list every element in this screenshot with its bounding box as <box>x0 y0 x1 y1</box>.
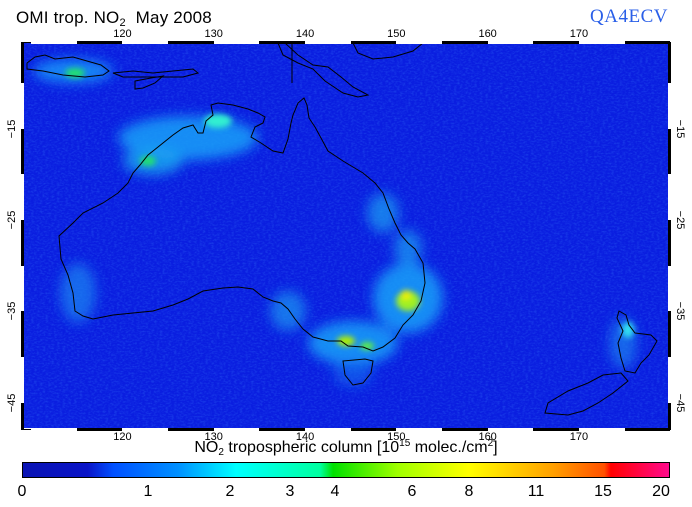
lat-tick-right: −15 <box>674 119 686 139</box>
frame-tick-segment <box>168 41 214 44</box>
frame-tick-segment <box>305 428 351 431</box>
frame-tick-segment <box>533 428 579 431</box>
frame-tick-segment <box>76 428 123 431</box>
frame-tick-segment <box>259 41 306 44</box>
frame-tick-segment <box>668 265 671 312</box>
frame-tick-segment <box>668 402 671 430</box>
lon-tick-top: 150 <box>387 28 406 40</box>
frame-tick-segment <box>624 428 670 431</box>
cb-label-sup: 15 <box>399 438 411 449</box>
lon-tick-top: 170 <box>569 28 589 40</box>
cb-label-unit: molec./cm <box>410 439 488 456</box>
colorbar-tick-label: 8 <box>464 483 474 500</box>
frame-tick-segment <box>396 428 442 431</box>
frame-tick-segment <box>21 265 24 312</box>
lon-tick-bottom: 120 <box>113 431 132 443</box>
frame-tick-segment <box>578 428 625 431</box>
lon-tick-top: 160 <box>478 28 497 40</box>
frame-tick-segment <box>578 41 625 44</box>
colorbar-tick-label: 6 <box>407 483 417 500</box>
frame-tick-segment <box>21 42 24 84</box>
frame-tick-segment <box>21 128 24 175</box>
lon-tick-top: 140 <box>295 28 315 40</box>
colorbar-tick-label: 1 <box>143 483 153 500</box>
colorbar-tick-label: 20 <box>652 483 670 500</box>
frame-tick-segment <box>213 428 260 431</box>
title-date: May 2008 <box>135 8 212 27</box>
frame-tick-segment <box>21 83 24 129</box>
frame-tick-segment <box>533 41 579 44</box>
cb-label-sub: 2 <box>218 447 224 458</box>
frame-tick-segment <box>21 356 24 403</box>
lon-tick-bottom: 150 <box>387 431 406 443</box>
lon-tick-bottom: 160 <box>478 431 497 443</box>
colorbar-tick-label: 2 <box>225 483 235 500</box>
cb-label-end: ] <box>493 439 498 456</box>
colorbar-tick-label: 3 <box>285 483 295 500</box>
lon-tick-bottom: 140 <box>295 431 315 443</box>
frame-tick-segment <box>668 174 671 221</box>
no2-map <box>22 42 670 430</box>
lon-tick-top: 130 <box>204 28 223 40</box>
frame-tick-segment <box>31 428 77 431</box>
plume-layer <box>33 59 637 387</box>
frame-tick-segment <box>76 41 123 44</box>
title-text: OMI trop. NO <box>16 8 120 27</box>
frame-tick-segment <box>668 356 671 403</box>
frame-tick-segment <box>21 311 24 357</box>
lat-tick-left: −45 <box>6 393 18 412</box>
frame-tick-segment <box>487 428 534 431</box>
coastlines <box>26 43 658 416</box>
frame-tick-segment <box>441 41 488 44</box>
lat-tick-right: −35 <box>674 301 686 321</box>
lat-tick-right: −25 <box>674 210 686 230</box>
frame-tick-segment <box>305 41 351 44</box>
cb-label-mid: tropospheric column [10 <box>223 439 400 456</box>
frame-tick-segment <box>396 41 442 44</box>
frame-tick-segment <box>668 83 671 129</box>
frame-tick-segment <box>668 220 671 266</box>
frame-tick-segment <box>259 428 306 431</box>
brand-label: QA4ECV <box>590 6 668 27</box>
frame-tick-segment <box>487 41 534 44</box>
colorbar-tick-label: 11 <box>527 483 545 500</box>
frame-tick-segment <box>21 174 24 221</box>
frame-tick-segment <box>21 220 24 266</box>
colorbar-tick-label: 4 <box>330 483 340 500</box>
lon-tick-bottom: 170 <box>569 431 589 443</box>
frame-tick-segment <box>624 41 670 44</box>
colorbar <box>22 462 670 478</box>
title-subscript: 2 <box>119 17 126 29</box>
lat-tick-left: −25 <box>6 210 18 230</box>
lat-tick-left: −15 <box>6 119 18 139</box>
colorbar-tick-label: 0 <box>17 483 27 500</box>
frame-tick-segment <box>668 311 671 357</box>
lon-tick-bottom: 130 <box>204 431 223 443</box>
plot-title: OMI trop. NO2 May 2008 <box>16 8 212 29</box>
cb-label-text: NO <box>194 439 219 456</box>
frame-tick-segment <box>668 42 671 84</box>
frame-tick-segment <box>168 428 214 431</box>
frame-tick-segment <box>31 41 77 44</box>
lat-tick-left: −35 <box>6 301 18 321</box>
frame-tick-segment <box>122 41 169 44</box>
lon-tick-top: 120 <box>113 28 132 40</box>
frame-tick-segment <box>213 41 260 44</box>
cb-label-sup2: 2 <box>487 438 494 449</box>
frame-tick-segment <box>350 428 397 431</box>
map-canvas <box>23 43 668 428</box>
frame-tick-segment <box>21 402 24 430</box>
colorbar-tick-label: 15 <box>594 483 612 500</box>
frame-tick-segment <box>122 428 169 431</box>
hotspot-layer <box>65 68 634 350</box>
colorbar-label: NO2 tropospheric column [1015 molec./cm2… <box>0 438 692 458</box>
frame-tick-segment <box>668 128 671 175</box>
lat-tick-right: −45 <box>674 393 686 412</box>
frame-tick-segment <box>441 428 488 431</box>
frame-tick-segment <box>350 41 397 44</box>
